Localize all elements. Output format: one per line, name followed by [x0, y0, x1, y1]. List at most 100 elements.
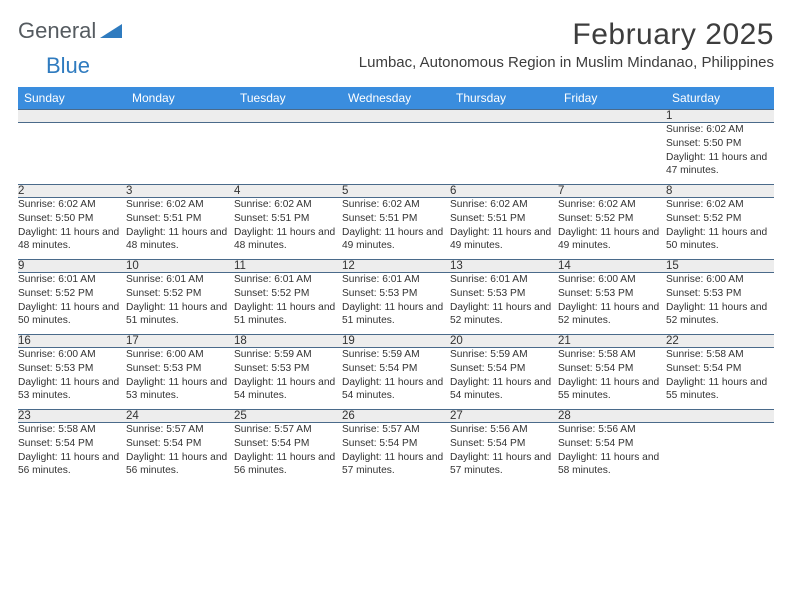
- day-number-cell: 8: [666, 185, 774, 198]
- day-detail-cell: Sunrise: 6:02 AMSunset: 5:51 PMDaylight:…: [450, 198, 558, 260]
- sunset-line: Sunset: 5:53 PM: [126, 362, 234, 376]
- day-detail-cell: Sunrise: 6:00 AMSunset: 5:53 PMDaylight:…: [666, 273, 774, 335]
- sunset-line: Sunset: 5:54 PM: [234, 437, 342, 451]
- day-number-cell: 16: [18, 335, 126, 348]
- day-detail-cell: [234, 123, 342, 185]
- day-number-cell: [342, 110, 450, 123]
- sunrise-line: Sunrise: 6:02 AM: [558, 198, 666, 212]
- daylight-line: Daylight: 11 hours and 54 minutes.: [450, 376, 558, 404]
- sunrise-line: Sunrise: 5:58 AM: [666, 348, 774, 362]
- daylight-line: Daylight: 11 hours and 57 minutes.: [342, 451, 450, 479]
- sunrise-line: Sunrise: 6:00 AM: [558, 273, 666, 287]
- calendar-header-row: SundayMondayTuesdayWednesdayThursdayFrid…: [18, 87, 774, 110]
- sunrise-line: Sunrise: 5:59 AM: [342, 348, 450, 362]
- sunset-line: Sunset: 5:52 PM: [18, 287, 126, 301]
- sunset-line: Sunset: 5:53 PM: [450, 287, 558, 301]
- sunrise-line: Sunrise: 5:59 AM: [234, 348, 342, 362]
- day-detail-cell: Sunrise: 5:57 AMSunset: 5:54 PMDaylight:…: [342, 423, 450, 485]
- sunset-line: Sunset: 5:54 PM: [558, 362, 666, 376]
- day-detail-cell: Sunrise: 6:02 AMSunset: 5:51 PMDaylight:…: [342, 198, 450, 260]
- day-detail-cell: Sunrise: 5:58 AMSunset: 5:54 PMDaylight:…: [666, 348, 774, 410]
- day-number-cell: 10: [126, 260, 234, 273]
- day-header: Thursday: [450, 87, 558, 110]
- day-detail-row: Sunrise: 6:02 AMSunset: 5:50 PMDaylight:…: [18, 123, 774, 185]
- sunset-line: Sunset: 5:52 PM: [126, 287, 234, 301]
- day-detail-cell: Sunrise: 6:02 AMSunset: 5:51 PMDaylight:…: [126, 198, 234, 260]
- day-number-cell: [558, 110, 666, 123]
- day-detail-cell: Sunrise: 5:56 AMSunset: 5:54 PMDaylight:…: [450, 423, 558, 485]
- sunset-line: Sunset: 5:52 PM: [234, 287, 342, 301]
- day-number-cell: 20: [450, 335, 558, 348]
- sunset-line: Sunset: 5:54 PM: [342, 437, 450, 451]
- daylight-line: Daylight: 11 hours and 53 minutes.: [18, 376, 126, 404]
- sunset-line: Sunset: 5:54 PM: [126, 437, 234, 451]
- day-header: Saturday: [666, 87, 774, 110]
- sunset-line: Sunset: 5:53 PM: [342, 287, 450, 301]
- day-number-cell: 1: [666, 110, 774, 123]
- daylight-line: Daylight: 11 hours and 50 minutes.: [666, 226, 774, 254]
- day-detail-cell: Sunrise: 6:02 AMSunset: 5:52 PMDaylight:…: [558, 198, 666, 260]
- daylight-line: Daylight: 11 hours and 54 minutes.: [234, 376, 342, 404]
- sunset-line: Sunset: 5:52 PM: [558, 212, 666, 226]
- day-detail-row: Sunrise: 6:02 AMSunset: 5:50 PMDaylight:…: [18, 198, 774, 260]
- day-number-cell: 25: [234, 410, 342, 423]
- day-number-cell: 5: [342, 185, 450, 198]
- sunset-line: Sunset: 5:51 PM: [126, 212, 234, 226]
- day-number-cell: [18, 110, 126, 123]
- brand-logo: General: [18, 18, 124, 44]
- day-detail-row: Sunrise: 5:58 AMSunset: 5:54 PMDaylight:…: [18, 423, 774, 485]
- sunset-line: Sunset: 5:51 PM: [342, 212, 450, 226]
- sunrise-line: Sunrise: 6:02 AM: [342, 198, 450, 212]
- day-number-cell: 7: [558, 185, 666, 198]
- day-detail-cell: Sunrise: 6:01 AMSunset: 5:53 PMDaylight:…: [450, 273, 558, 335]
- day-detail-cell: Sunrise: 5:59 AMSunset: 5:54 PMDaylight:…: [450, 348, 558, 410]
- day-number-row: 16171819202122: [18, 335, 774, 348]
- page-title: February 2025: [359, 18, 774, 52]
- day-detail-cell: Sunrise: 5:59 AMSunset: 5:54 PMDaylight:…: [342, 348, 450, 410]
- day-detail-cell: Sunrise: 6:02 AMSunset: 5:51 PMDaylight:…: [234, 198, 342, 260]
- sunrise-line: Sunrise: 6:02 AM: [666, 123, 774, 137]
- sunrise-line: Sunrise: 6:00 AM: [666, 273, 774, 287]
- logo-word-general: General: [18, 18, 96, 44]
- sunrise-line: Sunrise: 5:56 AM: [450, 423, 558, 437]
- daylight-line: Daylight: 11 hours and 49 minutes.: [342, 226, 450, 254]
- daylight-line: Daylight: 11 hours and 49 minutes.: [558, 226, 666, 254]
- sunrise-line: Sunrise: 5:59 AM: [450, 348, 558, 362]
- day-detail-cell: Sunrise: 6:01 AMSunset: 5:52 PMDaylight:…: [18, 273, 126, 335]
- day-number-cell: 26: [342, 410, 450, 423]
- day-detail-cell: Sunrise: 5:58 AMSunset: 5:54 PMDaylight:…: [558, 348, 666, 410]
- daylight-line: Daylight: 11 hours and 50 minutes.: [18, 301, 126, 329]
- sunset-line: Sunset: 5:51 PM: [234, 212, 342, 226]
- day-detail-cell: Sunrise: 6:02 AMSunset: 5:50 PMDaylight:…: [666, 123, 774, 185]
- day-number-row: 1: [18, 110, 774, 123]
- day-header: Sunday: [18, 87, 126, 110]
- day-number-cell: 14: [558, 260, 666, 273]
- day-number-cell: 21: [558, 335, 666, 348]
- sunset-line: Sunset: 5:52 PM: [666, 212, 774, 226]
- day-detail-cell: Sunrise: 6:01 AMSunset: 5:52 PMDaylight:…: [234, 273, 342, 335]
- day-detail-cell: Sunrise: 5:58 AMSunset: 5:54 PMDaylight:…: [18, 423, 126, 485]
- sunset-line: Sunset: 5:54 PM: [450, 362, 558, 376]
- day-number-cell: 11: [234, 260, 342, 273]
- day-number-cell: 9: [18, 260, 126, 273]
- day-detail-cell: [450, 123, 558, 185]
- logo-word-blue: Blue: [46, 53, 90, 78]
- day-number-cell: 15: [666, 260, 774, 273]
- title-block: February 2025 Lumbac, Autonomous Region …: [359, 18, 774, 71]
- day-detail-cell: Sunrise: 6:00 AMSunset: 5:53 PMDaylight:…: [18, 348, 126, 410]
- day-number-row: 9101112131415: [18, 260, 774, 273]
- calendar-body: 1Sunrise: 6:02 AMSunset: 5:50 PMDaylight…: [18, 110, 774, 485]
- day-detail-row: Sunrise: 6:01 AMSunset: 5:52 PMDaylight:…: [18, 273, 774, 335]
- sunrise-line: Sunrise: 5:57 AM: [234, 423, 342, 437]
- sunset-line: Sunset: 5:54 PM: [450, 437, 558, 451]
- day-detail-cell: Sunrise: 6:00 AMSunset: 5:53 PMDaylight:…: [126, 348, 234, 410]
- day-number-cell: 4: [234, 185, 342, 198]
- day-number-cell: [126, 110, 234, 123]
- daylight-line: Daylight: 11 hours and 51 minutes.: [234, 301, 342, 329]
- sunset-line: Sunset: 5:54 PM: [18, 437, 126, 451]
- sunrise-line: Sunrise: 6:02 AM: [450, 198, 558, 212]
- sunrise-line: Sunrise: 5:58 AM: [18, 423, 126, 437]
- day-detail-cell: [558, 123, 666, 185]
- day-header: Wednesday: [342, 87, 450, 110]
- daylight-line: Daylight: 11 hours and 58 minutes.: [558, 451, 666, 479]
